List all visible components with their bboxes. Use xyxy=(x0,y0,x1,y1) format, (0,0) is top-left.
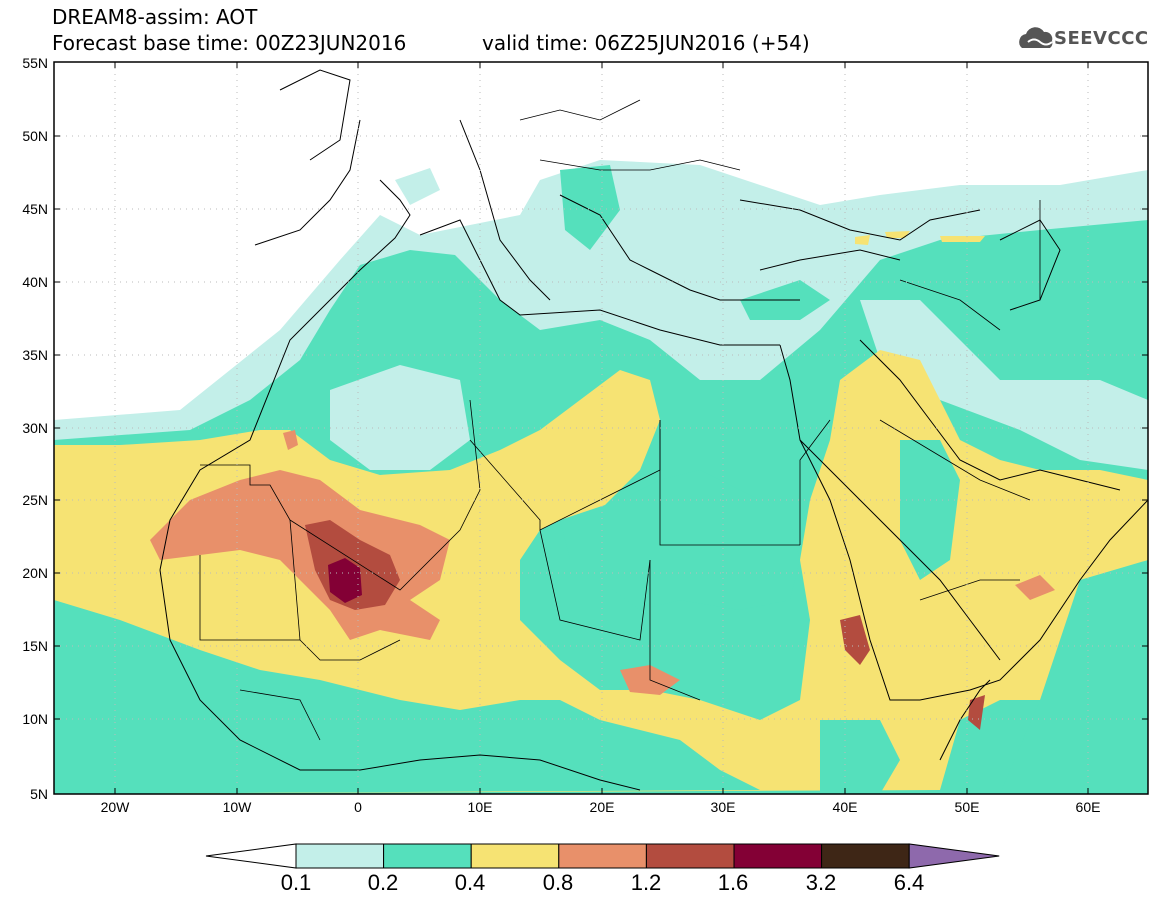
colorbar-swatch-low xyxy=(205,843,297,869)
lon-label: 40E xyxy=(833,799,858,815)
colorbar-swatch xyxy=(645,843,735,869)
colorbar-swatches xyxy=(205,843,1000,869)
aot-level-1.2 xyxy=(840,615,870,665)
lat-label: 5N xyxy=(30,786,48,802)
aot-level-0.1 xyxy=(395,168,440,205)
lon-labels: 20W 10W 0 10E 20E 30E 40E 50E 60E xyxy=(101,799,1101,815)
colorbar-swatch xyxy=(821,843,910,869)
colorbar-label: 0.8 xyxy=(543,870,574,895)
lat-label: 35N xyxy=(22,347,48,363)
aot-level-0.4 xyxy=(885,231,910,238)
coastlines xyxy=(159,69,1148,791)
lat-label: 15N xyxy=(22,638,48,654)
colorbar-label: 1.6 xyxy=(718,870,749,895)
aot-level-0.4 xyxy=(855,235,870,245)
lat-label: 25N xyxy=(22,492,48,508)
lon-label: 30E xyxy=(711,799,736,815)
colorbar-swatch xyxy=(470,843,560,869)
lat-label: 55N xyxy=(22,55,48,71)
aot-level-0.2 xyxy=(1000,560,1148,794)
colorbar-swatch-high xyxy=(908,843,1000,869)
grid xyxy=(54,62,1148,794)
lat-label: 50N xyxy=(22,128,48,144)
lon-label: 20E xyxy=(590,799,615,815)
aot-level-0.8 xyxy=(1015,575,1055,600)
lon-label: 0 xyxy=(354,799,362,815)
lon-label: 60E xyxy=(1076,799,1101,815)
colorbar-label: 0.4 xyxy=(455,870,486,895)
lon-label: 10E xyxy=(468,799,493,815)
colorbar-swatch xyxy=(295,843,385,869)
colorbar-label: 6.4 xyxy=(894,870,925,895)
aot-level-0.1 xyxy=(860,300,1148,470)
aot-field xyxy=(54,160,1148,794)
lat-label: 20N xyxy=(22,565,48,581)
aot-level-0.2 xyxy=(54,600,760,794)
lon-label: 10W xyxy=(223,799,253,815)
aot-level-0.2 xyxy=(820,720,900,794)
aot-level-0.1 xyxy=(330,365,470,470)
lat-label: 10N xyxy=(22,711,48,727)
logo-text: SEEVCCC xyxy=(1054,28,1149,49)
aot-level-0.8 xyxy=(283,430,298,450)
aot-level-0.2 xyxy=(900,440,960,580)
colorbar-labels: 0.1 0.2 0.4 0.8 1.2 1.6 3.2 6.4 xyxy=(281,870,925,895)
lon-label: 20W xyxy=(101,799,131,815)
colorbar-label: 1.2 xyxy=(631,870,662,895)
lat-labels: 55N 50N 45N 40N 35N 30N 25N 20N 15N 10N … xyxy=(22,55,48,802)
aot-level-0.2 xyxy=(560,165,620,250)
colorbar-label: 3.2 xyxy=(806,870,837,895)
lat-label: 40N xyxy=(22,274,48,290)
colorbar-swatch xyxy=(558,843,647,869)
product-title: DREAM8-assim: AOT xyxy=(52,5,258,29)
axis-ticks xyxy=(54,62,1148,794)
colorbar-swatch xyxy=(383,843,472,869)
aot-level-0.2 xyxy=(560,470,800,610)
aot-level-1.6 xyxy=(328,558,362,603)
lon-label: 50E xyxy=(955,799,980,815)
colorbar-label: 0.2 xyxy=(368,870,399,895)
colorbar-swatch xyxy=(733,843,823,869)
cloud-icon xyxy=(1019,27,1053,48)
country-borders xyxy=(199,99,1041,741)
lat-label: 45N xyxy=(22,201,48,217)
aot-level-0.4 xyxy=(940,236,985,242)
lat-label: 30N xyxy=(22,420,48,436)
base-time: Forecast base time: 00Z23JUN2016 xyxy=(52,31,407,55)
valid-time: valid time: 06Z25JUN2016 (+54) xyxy=(482,31,810,55)
aot-level-1.2 xyxy=(968,695,985,730)
colorbar-label: 0.1 xyxy=(281,870,312,895)
